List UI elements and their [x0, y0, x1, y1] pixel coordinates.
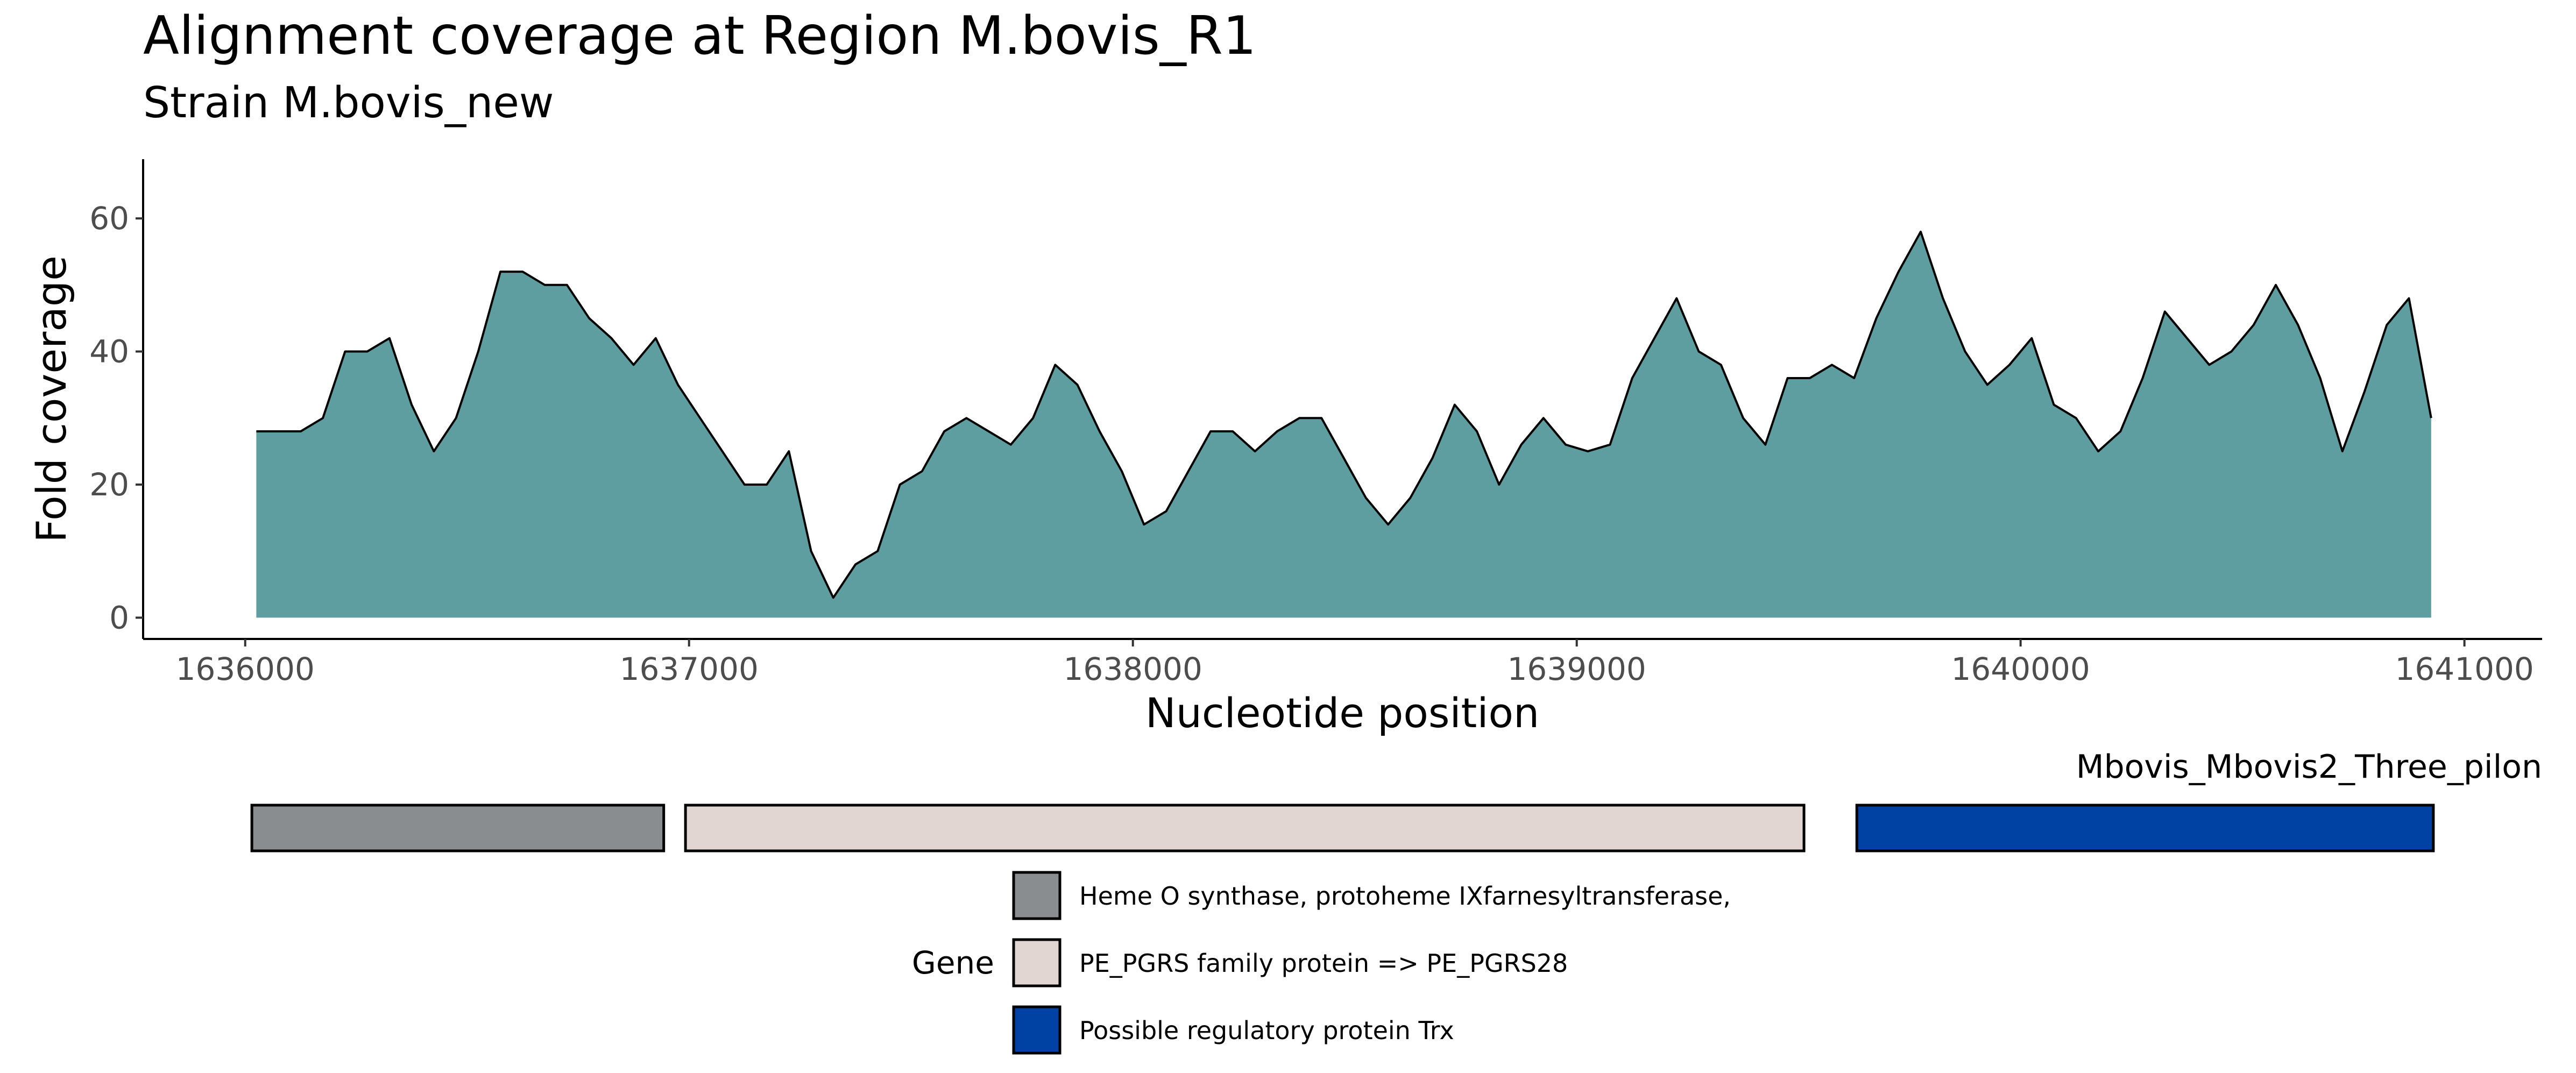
gene-block	[684, 804, 1806, 852]
gene-track-label: Mbovis_Mbovis2_Three_pilon	[2076, 748, 2542, 786]
legend-key	[1012, 1005, 1061, 1055]
y-tick-label: 0	[109, 599, 129, 636]
y-tick-label: 40	[89, 333, 129, 370]
gene-block	[250, 804, 666, 852]
chart-title: Alignment coverage at Region M.bovis_R1	[143, 5, 1256, 67]
legend-label: Heme O synthase, protoheme IXfarnesyltra…	[1079, 882, 1731, 911]
x-axis-label: Nucleotide position	[1145, 689, 1539, 737]
legend-label: PE_PGRS family protein => PE_PGRS28	[1079, 949, 1568, 978]
x-tick-label: 1636000	[176, 651, 315, 687]
x-tick-label: 1638000	[1064, 651, 1202, 687]
chart-subtitle: Strain M.bovis_new	[143, 78, 554, 127]
coverage-area	[256, 231, 2431, 618]
y-tick-label: 60	[89, 200, 129, 237]
y-axis-label: Fold coverage	[27, 255, 75, 543]
x-tick-label: 1640000	[1951, 651, 2090, 687]
legend-title: Gene	[912, 944, 994, 981]
x-tick-label: 1639000	[1508, 651, 1646, 687]
legend-label: Possible regulatory protein Trx	[1079, 1016, 1454, 1045]
y-tick-label: 20	[89, 466, 129, 503]
legend-key	[1012, 871, 1061, 920]
x-tick-label: 1637000	[620, 651, 759, 687]
gene-block	[1855, 804, 2435, 852]
x-tick-label: 1641000	[2395, 651, 2533, 687]
legend-key	[1012, 938, 1061, 987]
coverage-line	[256, 230, 2432, 599]
